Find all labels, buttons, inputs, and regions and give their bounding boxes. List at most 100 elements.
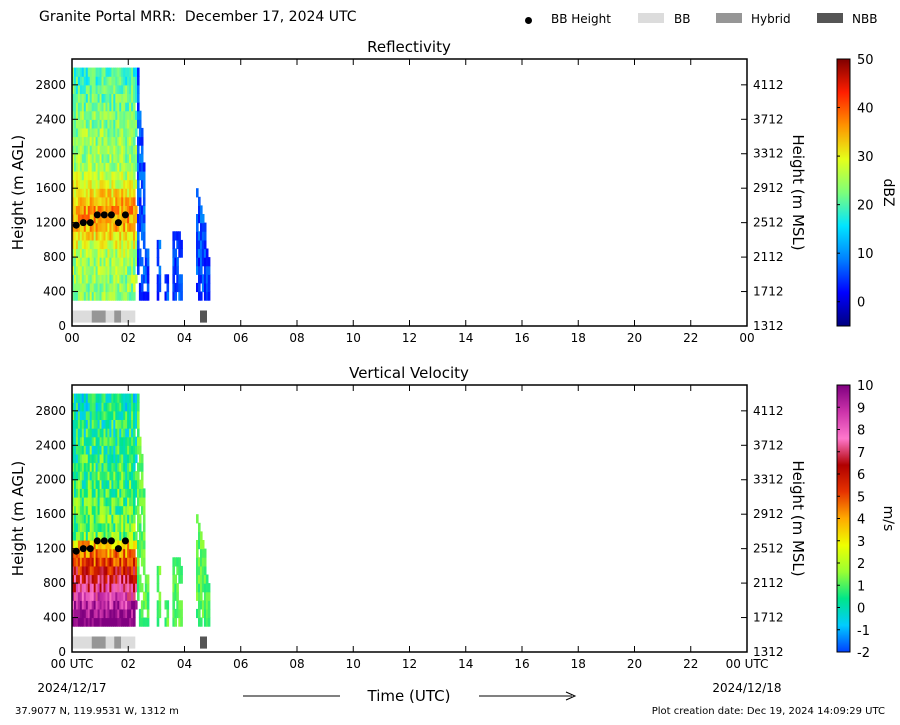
y-axis-label: Height (m AGL) (9, 135, 27, 250)
y-tick-label: 0 (58, 319, 66, 333)
station-name: Granite Portal MRR: (39, 9, 176, 25)
colorbar-label: m/s (880, 506, 896, 532)
x-tick-label: 02 (121, 331, 136, 345)
y-tick-label-right: 1312 (753, 645, 784, 659)
legend-hybrid-label: Hybrid (751, 12, 791, 26)
bb-type-segment-bb (121, 310, 136, 323)
y-tick-label-right: 1712 (753, 611, 784, 625)
y-tick-label: 2000 (35, 147, 66, 161)
colorbar-tick-label: 10 (857, 247, 874, 262)
x-tick-label: 00 UTC (51, 657, 94, 671)
x-tick-label: 06 (233, 657, 248, 671)
x-tick-label: 14 (458, 331, 473, 345)
bb-type-segment-bb (105, 636, 115, 649)
bb-height-point (121, 537, 129, 545)
figure-header: Granite Portal MRR: December 17, 2024 UT… (39, 9, 357, 25)
y-tick-label: 2400 (35, 438, 66, 452)
x-tick-label: 06 (233, 331, 248, 345)
y-tick-label-right: 1712 (753, 285, 784, 299)
bb-height-point (100, 211, 108, 219)
station-location: 37.9077 N, 119.9531 W, 1312 m (15, 706, 179, 717)
colorbar-tick-label: 4 (857, 513, 865, 528)
bb-height-point (121, 211, 129, 219)
y-tick-label-right: 2112 (753, 576, 784, 590)
x-tick-label: 16 (514, 331, 529, 345)
y-axis-label-right: Height (m MSL) (789, 460, 807, 576)
colorbar-tick-label: 40 (857, 102, 874, 117)
legend-bb-label: BB (674, 12, 691, 26)
time-arrow-head (565, 691, 577, 701)
panel-title: Reflectivity (367, 38, 451, 56)
y-tick-label: 1200 (35, 216, 66, 230)
x-tick-label: 02 (121, 657, 136, 671)
y-tick-label-right: 2512 (753, 216, 784, 230)
y-tick-label: 2400 (35, 112, 66, 126)
y-tick-label: 800 (43, 250, 66, 264)
x-tick-label: 12 (402, 331, 417, 345)
x-tick-label: 12 (402, 657, 417, 671)
y-axis-label: Height (m AGL) (9, 461, 27, 576)
x-tick-label: 00 (64, 331, 79, 345)
x-tick-label: 16 (514, 657, 529, 671)
x-tick-label: 00 (739, 331, 754, 345)
bb-type-segment-nbb (200, 636, 207, 649)
bb-height-point (93, 537, 101, 545)
x-tick-label: 10 (346, 331, 361, 345)
y-tick-label-right: 2512 (753, 542, 784, 556)
bb-type-segment-bb (121, 636, 136, 649)
y-tick-label: 1600 (35, 507, 66, 521)
x-tick-label: 04 (177, 657, 192, 671)
y-tick-label-right: 4112 (753, 404, 784, 418)
bb-height-point (72, 547, 80, 555)
start-date-label: 2024/12/17 (37, 681, 106, 695)
y-tick-label: 400 (43, 285, 66, 299)
x-tick-label: 18 (571, 657, 586, 671)
bb-height-point (79, 545, 87, 553)
x-tick-label: 00 UTC (726, 657, 769, 671)
y-tick-label-right: 3712 (753, 438, 784, 452)
legend-nbb-swatch (817, 13, 843, 23)
colorbar-tick-label: 30 (857, 150, 874, 165)
colorbar-tick-label: -1 (857, 624, 870, 639)
x-tick-label: 18 (571, 331, 586, 345)
legend-bb-height-marker (525, 17, 532, 24)
colorbar-tick-label: 8 (857, 424, 865, 439)
colorbar-tick-label: 2 (857, 557, 865, 572)
y-tick-label-right: 3712 (753, 112, 784, 126)
bb-height-point (100, 537, 108, 545)
colorbar-tick-label: 10 (857, 379, 874, 394)
bb-height-point (72, 221, 80, 229)
x-axis-title: Time (UTC) (367, 687, 451, 705)
colorbar-gradient (836, 58, 851, 327)
x-tick-label: 08 (289, 657, 304, 671)
bb-height-point (114, 219, 122, 227)
colorbar-tick-label: 5 (857, 490, 865, 505)
colorbar-tick-label: -2 (857, 646, 870, 661)
bb-type-segment-bb (72, 636, 92, 649)
bb-type-segment-hybrid (91, 636, 106, 649)
bb-height-point (93, 211, 101, 219)
colorbar-tick-label: 3 (857, 535, 865, 550)
bb-type-segment-hybrid (91, 310, 106, 323)
legend-bb-swatch (638, 13, 664, 23)
reflectivity-colorbar: 0 10 20 30 40 50 dBZ (836, 53, 896, 327)
y-tick-label: 2800 (35, 78, 66, 92)
colorbar-tick-label: 0 (857, 602, 865, 617)
y-tick-label: 0 (58, 645, 66, 659)
legend-hybrid-swatch (716, 13, 742, 23)
y-tick-label: 2800 (35, 404, 66, 418)
bb-height-point (86, 545, 94, 553)
vertical-velocity-colorbar: -2 -1 0 1 2 3 4 5 6 7 8 9 10 m/s (836, 379, 896, 661)
bb-type-segment-nbb (200, 310, 207, 323)
x-tick-label: 10 (346, 657, 361, 671)
colorbar-tick-label: 0 (857, 296, 865, 311)
colorbar-tick-label: 7 (857, 446, 865, 461)
colorbar-tick-label: 6 (857, 468, 865, 483)
bb-height-point (107, 537, 115, 545)
bb-type-segment-hybrid (114, 636, 122, 649)
x-tick-label: 20 (627, 657, 642, 671)
x-tick-label: 22 (683, 657, 698, 671)
bb-type-segment-bb (105, 310, 115, 323)
x-tick-label: 22 (683, 331, 698, 345)
